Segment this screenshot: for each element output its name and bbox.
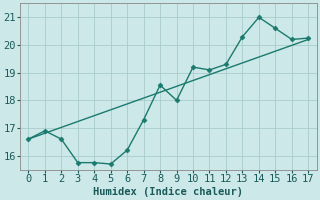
X-axis label: Humidex (Indice chaleur): Humidex (Indice chaleur)	[93, 186, 243, 197]
